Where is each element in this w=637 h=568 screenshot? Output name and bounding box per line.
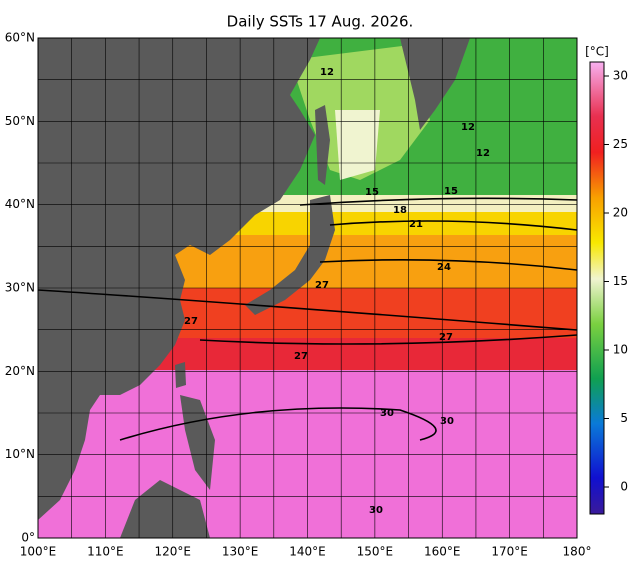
contour-label: 18 <box>393 205 407 216</box>
contour-label: 24 <box>437 262 451 273</box>
colorbar-tick-label: 5 <box>620 411 628 425</box>
colorbar-tick-label: 20 <box>613 206 628 220</box>
contour-label: 21 <box>409 219 423 230</box>
colorbar-tick-label: 10 <box>613 343 628 357</box>
colorbar-tick-label: 25 <box>613 137 628 151</box>
contour-label: 30 <box>380 408 394 419</box>
contour-label: 27 <box>315 280 329 291</box>
lat-label: 50°N <box>5 114 35 128</box>
lat-label: 30°N <box>5 281 35 295</box>
contour-label: 15 <box>444 186 458 197</box>
lon-label: 110°E <box>87 545 124 559</box>
lat-label: 40°N <box>5 197 35 211</box>
lon-label: 180° <box>563 545 592 559</box>
lat-label: 20°N <box>5 364 35 378</box>
contour-label: 12 <box>320 67 334 78</box>
lon-label: 140°E <box>289 545 326 559</box>
map-area <box>38 38 577 538</box>
contour-labels: 12 12 12 15 15 18 21 24 27 27 27 27 30 3… <box>184 67 490 516</box>
colorbar-tick-label: 15 <box>613 274 628 288</box>
colorbar-tick-label: 30 <box>613 69 628 83</box>
contour-label: 12 <box>476 148 490 159</box>
title: Daily SSTs 17 Aug. 2026. <box>227 13 414 31</box>
contour-label: 27 <box>439 332 453 343</box>
contour-label: 12 <box>461 122 475 133</box>
colorbar-unit: [°C] <box>585 45 609 59</box>
lon-label: 100°E <box>20 545 57 559</box>
lon-label: 120°E <box>155 545 192 559</box>
contour-label: 30 <box>440 416 454 427</box>
lon-label: 130°E <box>222 545 259 559</box>
contour-label: 30 <box>369 505 383 516</box>
lon-label: 170°E <box>491 545 528 559</box>
colorbar <box>589 61 605 515</box>
contour-label: 15 <box>365 187 379 198</box>
lat-label: 0° <box>21 531 35 545</box>
lon-label: 150°E <box>357 545 394 559</box>
contour-label: 27 <box>294 351 308 362</box>
lat-label: 60°N <box>5 31 35 45</box>
colorbar-tick-label: 0 <box>620 480 628 494</box>
map-frame <box>37 37 578 539</box>
lon-label: 160°E <box>424 545 461 559</box>
contour-label: 27 <box>184 316 198 327</box>
lat-label: 10°N <box>5 447 35 461</box>
graticule <box>38 38 577 538</box>
